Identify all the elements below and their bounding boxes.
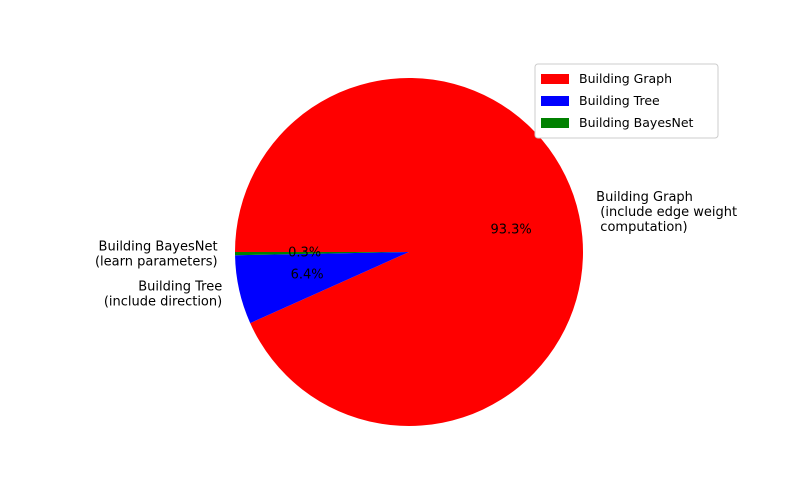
legend-label: Building Graph bbox=[579, 71, 672, 86]
pie-slice-building-tree bbox=[235, 252, 409, 324]
pie-slice-building-graph bbox=[235, 78, 584, 427]
pie-slice-label-line: Building BayesNet bbox=[99, 239, 218, 254]
pie-slice-label: Building Tree (include direction) bbox=[104, 279, 222, 309]
pie-percent-label: 6.4% bbox=[291, 267, 324, 282]
pie-slice-label: Building BayesNet (learn parameters) bbox=[95, 239, 218, 269]
legend-swatch bbox=[541, 74, 569, 84]
pie-slice-label-line: Building Graph bbox=[596, 190, 693, 205]
pie-slice-label-line: Building Tree bbox=[138, 279, 222, 294]
pie-percent-labels: 93.3% 6.4% 0.3% bbox=[288, 223, 532, 283]
legend-swatch bbox=[541, 118, 569, 128]
pie-percent-label: 93.3% bbox=[490, 223, 531, 238]
pie-slice-label-line: computation) bbox=[596, 220, 687, 235]
pie-slice-building-bayesnet bbox=[235, 252, 409, 256]
pie-slice-label-line: (include direction) bbox=[104, 294, 222, 309]
pie-percent-label: 0.3% bbox=[288, 245, 321, 260]
legend: Building Graph Building Tree Building Baye… bbox=[534, 63, 719, 139]
pie-slice-label-line: (learn parameters) bbox=[95, 254, 218, 269]
pie-slices bbox=[235, 78, 584, 427]
pie-slice-label: Building Graph (include edge weight comp… bbox=[596, 190, 737, 235]
legend-swatch bbox=[541, 96, 569, 106]
legend-label: Building Tree bbox=[579, 93, 660, 108]
pie-slice-labels: Building Graph (include edge weight comp… bbox=[95, 190, 737, 309]
legend-box bbox=[534, 63, 719, 139]
pie-slice-label-line: (include edge weight bbox=[596, 205, 737, 220]
legend-label: Building BayesNet bbox=[579, 115, 694, 130]
